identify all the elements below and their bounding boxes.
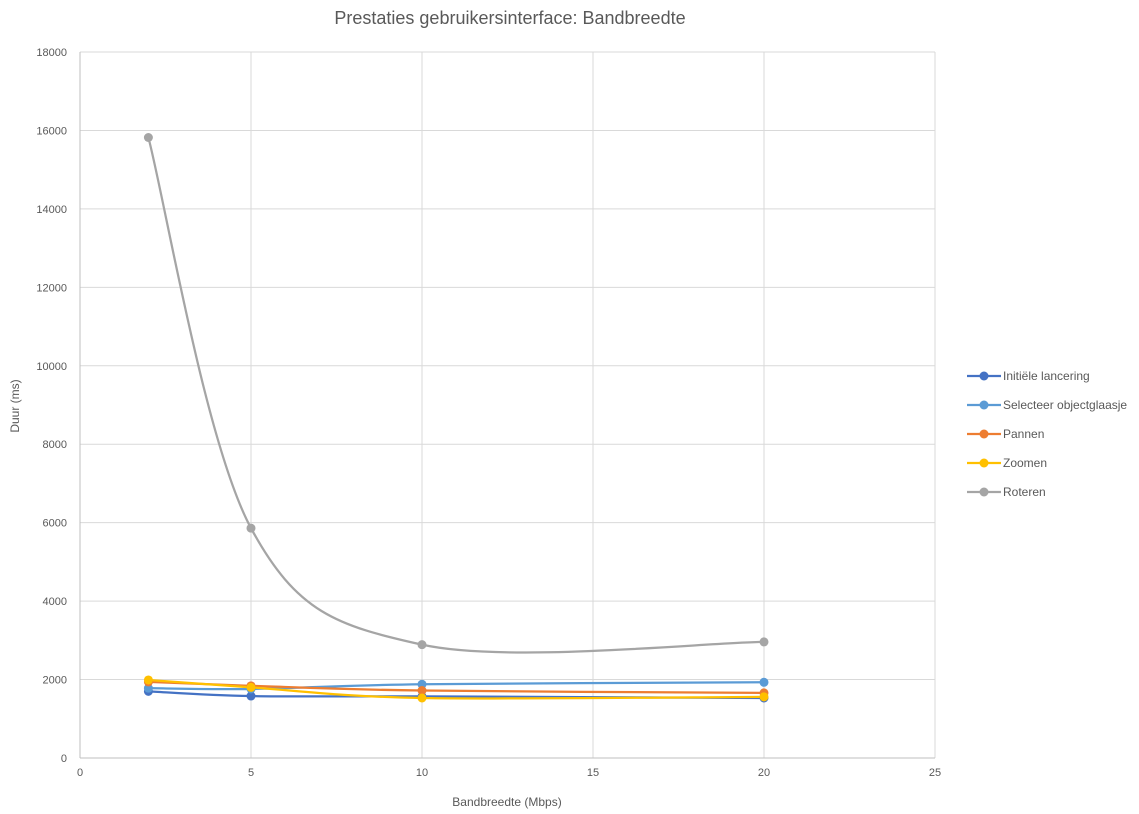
legend-item-zoomen: Zoomen: [967, 456, 1047, 470]
series-line-zoomen: [148, 678, 765, 700]
x-tick-label: 5: [248, 767, 254, 779]
legend-label: Pannen: [1003, 427, 1044, 441]
legend-item-initiele-lancering: Initiële lancering: [967, 369, 1090, 383]
legend-marker: [979, 458, 989, 468]
data-point-zoomen: [143, 675, 153, 685]
data-point-roteren: [417, 640, 427, 650]
legend-marker: [979, 400, 989, 410]
y-tick-label: 8000: [43, 439, 67, 451]
chart-title: Prestaties gebruikersinterface: Bandbree…: [334, 8, 685, 28]
data-point-roteren: [246, 523, 256, 533]
legend-label: Zoomen: [1003, 456, 1047, 470]
legend: Initiële lancering Selecteer objectglaasj…: [967, 369, 1127, 499]
data-point-initiele-lancering: [246, 691, 256, 701]
legend-label: Selecteer objectglaasje: [1003, 398, 1127, 412]
legend-item-roteren: Roteren: [967, 485, 1046, 499]
data-point-selecteer-objectglaasje: [143, 683, 153, 693]
data-point-selecteer-objectglaasje: [759, 677, 769, 687]
x-axis-ticks: 0 5 10 15 20 25: [77, 767, 941, 779]
x-tick-label: 25: [929, 767, 941, 779]
y-tick-label: 18000: [36, 47, 67, 59]
series-points: [143, 133, 769, 703]
data-point-roteren: [143, 133, 153, 143]
y-tick-label: 16000: [36, 125, 67, 137]
x-tick-label: 0: [77, 767, 83, 779]
data-point-roteren: [759, 637, 769, 647]
legend-item-selecteer-objectglaasje: Selecteer objectglaasje: [967, 398, 1127, 412]
y-axis-label: Duur (ms): [8, 379, 22, 432]
legend-label: Roteren: [1003, 485, 1046, 499]
axes: [79, 52, 935, 759]
x-axis-label: Bandbreedte (Mbps): [452, 795, 561, 809]
legend-marker: [979, 429, 989, 439]
y-tick-label: 2000: [43, 675, 67, 687]
y-tick-label: 4000: [43, 596, 67, 608]
data-point-zoomen: [246, 682, 256, 692]
legend-marker: [979, 371, 989, 381]
series-lines: [147, 137, 765, 700]
data-point-zoomen: [759, 692, 769, 702]
data-point-zoomen: [417, 693, 427, 703]
y-tick-label: 0: [61, 753, 67, 765]
y-axis-ticks: 0 2000 4000 6000 8000 10000 12000 14000 16000 180…: [36, 47, 67, 765]
x-tick-label: 20: [758, 767, 770, 779]
x-tick-label: 15: [587, 767, 599, 779]
data-point-pannen: [417, 686, 427, 696]
legend-item-pannen: Pannen: [967, 427, 1044, 441]
data-point-selecteer-objectglaasje: [417, 679, 427, 689]
legend-label: Initiële lancering: [1003, 369, 1090, 383]
legend-marker: [979, 487, 989, 497]
series-line-roteren: [147, 137, 765, 654]
series-line-selecteer-objectglaasje: [148, 681, 765, 691]
y-tick-label: 6000: [43, 518, 67, 530]
x-tick-label: 10: [416, 767, 428, 779]
y-tick-label: 10000: [36, 361, 67, 373]
y-tick-label: 14000: [36, 204, 67, 216]
y-tick-label: 12000: [36, 282, 67, 294]
